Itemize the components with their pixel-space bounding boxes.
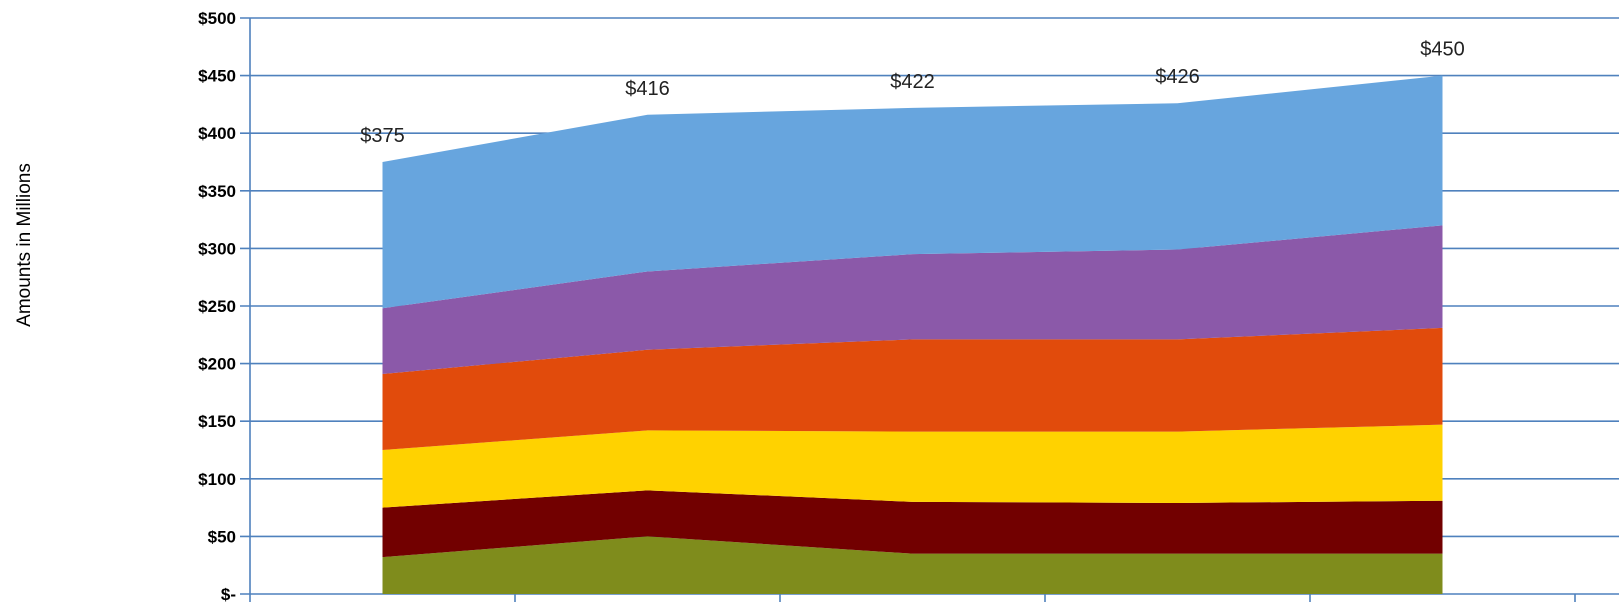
y-tick-label: $500 — [198, 9, 236, 28]
area-series-6 — [382, 75, 1443, 309]
area-series — [382, 75, 1443, 594]
y-tick-label: $200 — [198, 355, 236, 374]
total-data-label: $375 — [360, 125, 405, 147]
y-tick-label: $350 — [198, 182, 236, 201]
y-tick-label: $50 — [208, 527, 236, 546]
area-series-1 — [382, 536, 1443, 594]
y-tick-label: $400 — [198, 124, 236, 143]
total-data-label: $416 — [625, 78, 670, 100]
y-tick-label: $100 — [198, 470, 236, 489]
total-data-labels: $375 $416 $422 $426 $450 — [360, 39, 1465, 147]
area-series-4 — [382, 327, 1443, 450]
y-tick-label: $450 — [198, 67, 236, 86]
y-tick-label: $300 — [198, 239, 236, 258]
y-axis-title: Amounts in Millions — [14, 163, 35, 327]
total-data-label: $426 — [1155, 66, 1200, 88]
total-data-label: $422 — [890, 71, 935, 93]
y-axis-tick-labels: $- $50 $100 $150 $200 $250 $300 $350 $400 $450 $50… — [198, 9, 236, 604]
area-series-3 — [382, 424, 1443, 508]
y-tick-label: $250 — [198, 297, 236, 316]
y-tick-label: $- — [221, 585, 236, 604]
y-axis-title-wrap: Amounts in Millions — [10, 0, 40, 615]
total-data-label: $450 — [1420, 39, 1465, 61]
area-series-2 — [382, 490, 1443, 558]
area-series-5 — [382, 225, 1443, 374]
x-axis-ticks — [514, 594, 1576, 602]
y-tick-label: $150 — [198, 412, 236, 431]
